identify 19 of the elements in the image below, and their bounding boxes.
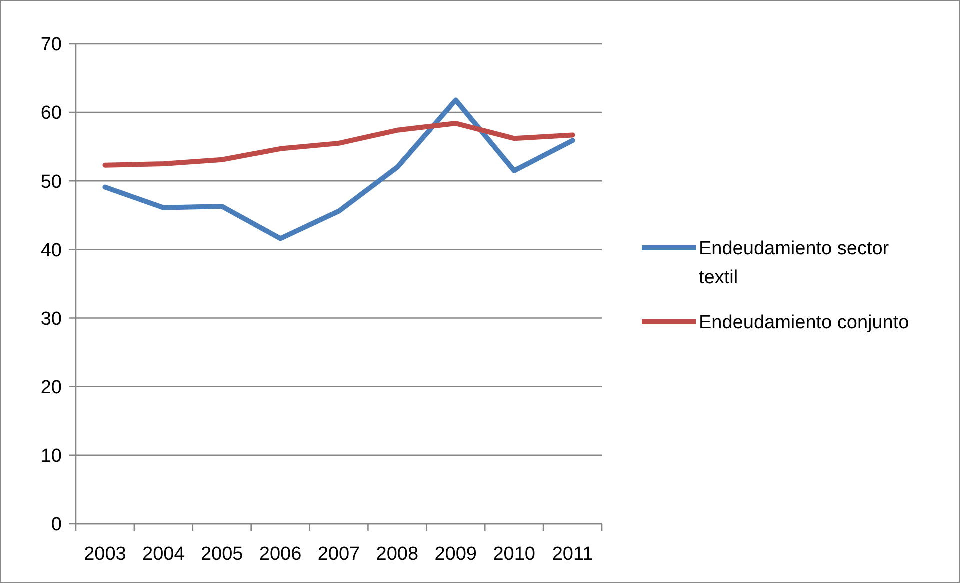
- y-tick-label: 10: [40, 446, 62, 468]
- y-tick-label: 60: [40, 103, 62, 124]
- x-tick-label: 2007: [318, 544, 360, 565]
- x-tick-label: 2005: [200, 544, 244, 565]
- legend-label: Endeudamiento conjunto: [699, 312, 910, 334]
- x-tick-label: 2006: [259, 544, 302, 565]
- x-tick-label: 2004: [142, 544, 186, 565]
- x-tick-label: 2008: [376, 544, 419, 565]
- legend-label: Endeudamiento sector textil: [699, 238, 890, 289]
- x-tick-label: 2009: [434, 544, 478, 565]
- y-tick-label: 20: [40, 378, 62, 399]
- x-tick-label: 2011: [552, 544, 594, 565]
- y-tick-label: 0: [51, 514, 62, 536]
- x-tick-label: 2010: [493, 544, 536, 565]
- y-tick-label: 30: [40, 308, 62, 330]
- y-tick-label: 70: [40, 34, 62, 56]
- x-tick-label: 2003: [84, 544, 126, 565]
- y-tick-label: 40: [40, 240, 62, 262]
- y-tick-label: 50: [40, 172, 62, 193]
